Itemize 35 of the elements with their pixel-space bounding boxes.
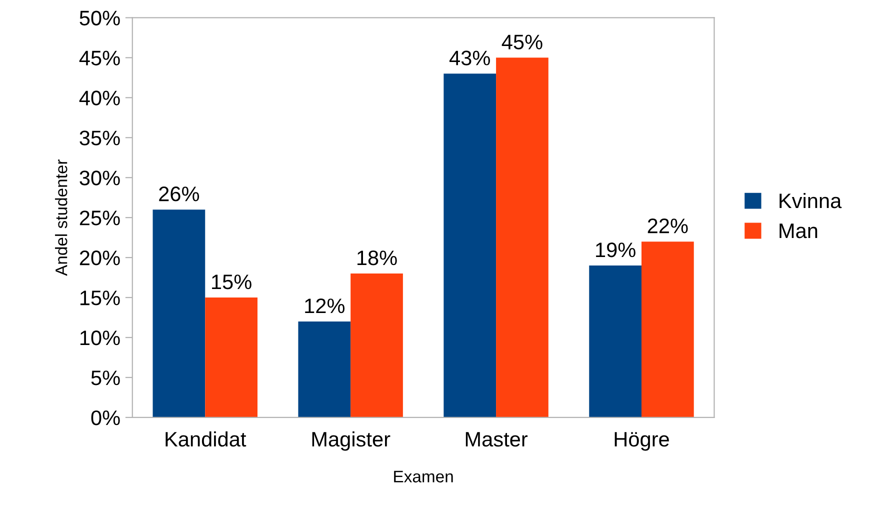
y-tick-label: 30%: [80, 170, 120, 186]
bar: [205, 298, 258, 418]
bar: [641, 242, 694, 418]
data-label: 26%: [159, 186, 200, 202]
y-tick-label: 20%: [80, 250, 120, 266]
legend-label: Man: [780, 224, 818, 238]
bar: [496, 58, 548, 418]
y-tick-label: 5%: [91, 370, 120, 386]
y-tick-label: 10%: [80, 330, 120, 346]
y-tick-label: 15%: [80, 290, 120, 306]
y-tick-label: 40%: [79, 90, 120, 106]
y-tick-label: 25%: [80, 210, 120, 226]
y-axis-title: Andel studenter: [55, 159, 68, 276]
legend-label: Kvinna: [780, 192, 842, 208]
bar: [298, 322, 351, 418]
y-tick-label: 50%: [80, 10, 120, 26]
y-tick-label: 45%: [79, 50, 120, 66]
data-label: 18%: [358, 250, 397, 266]
data-label: 15%: [212, 274, 252, 290]
x-tick-label: Högre: [614, 432, 669, 451]
data-label: 22%: [648, 218, 688, 234]
x-axis-title: Examen: [394, 470, 453, 482]
data-label: 45%: [502, 34, 542, 50]
x-tick-label: Kandidat: [166, 431, 246, 447]
data-label: 19%: [596, 242, 636, 258]
bar: [350, 274, 403, 418]
x-tick-label: Master: [466, 432, 528, 447]
data-label: 12%: [305, 298, 345, 314]
data-label: 43%: [449, 50, 490, 66]
x-tick-label: Magister: [312, 431, 390, 451]
bar: [152, 210, 206, 418]
y-tick-label: 0%: [91, 410, 120, 426]
bar: [444, 74, 496, 418]
bar: [589, 266, 642, 418]
y-tick-label: 35%: [80, 130, 120, 146]
